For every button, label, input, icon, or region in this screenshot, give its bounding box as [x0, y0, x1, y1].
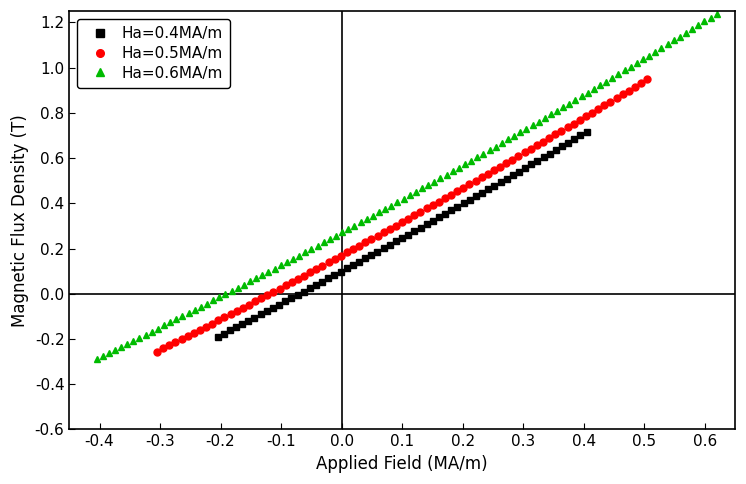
Ha=0.5MA/m [594, 106, 603, 112]
Ha=0.4MA/m [410, 228, 419, 234]
Ha=0.4MA/m [287, 295, 296, 301]
X-axis label: Applied Field (MA/m): Applied Field (MA/m) [316, 455, 488, 473]
Ha=0.4MA/m [299, 288, 308, 294]
Ha=0.6MA/m [712, 11, 721, 16]
Y-axis label: Magnetic Flux Density (T): Magnetic Flux Density (T) [11, 114, 29, 327]
Ha=0.6MA/m [227, 288, 236, 294]
Ha=0.5MA/m [514, 153, 523, 159]
Line: Ha=0.4MA/m: Ha=0.4MA/m [214, 128, 590, 340]
Ha=0.4MA/m [582, 129, 591, 135]
Ha=0.4MA/m [533, 158, 542, 164]
Line: Ha=0.5MA/m: Ha=0.5MA/m [154, 76, 651, 355]
Ha=0.4MA/m [213, 334, 222, 340]
Ha=0.6MA/m [374, 210, 383, 215]
Ha=0.6MA/m [627, 64, 636, 70]
Ha=0.6MA/m [92, 356, 101, 362]
Line: Ha=0.6MA/m: Ha=0.6MA/m [93, 10, 720, 363]
Ha=0.5MA/m [152, 348, 161, 354]
Ha=0.5MA/m [642, 76, 651, 82]
Ha=0.5MA/m [575, 117, 584, 123]
Ha=0.4MA/m [434, 214, 443, 220]
Ha=0.6MA/m [577, 93, 586, 99]
Ha=0.6MA/m [209, 298, 218, 303]
Legend: Ha=0.4MA/m, Ha=0.5MA/m, Ha=0.6MA/m: Ha=0.4MA/m, Ha=0.5MA/m, Ha=0.6MA/m [77, 19, 231, 88]
Ha=0.5MA/m [551, 132, 560, 137]
Ha=0.5MA/m [459, 185, 468, 191]
Ha=0.6MA/m [528, 122, 537, 128]
Ha=0.5MA/m [422, 206, 431, 212]
Ha=0.4MA/m [342, 266, 351, 272]
